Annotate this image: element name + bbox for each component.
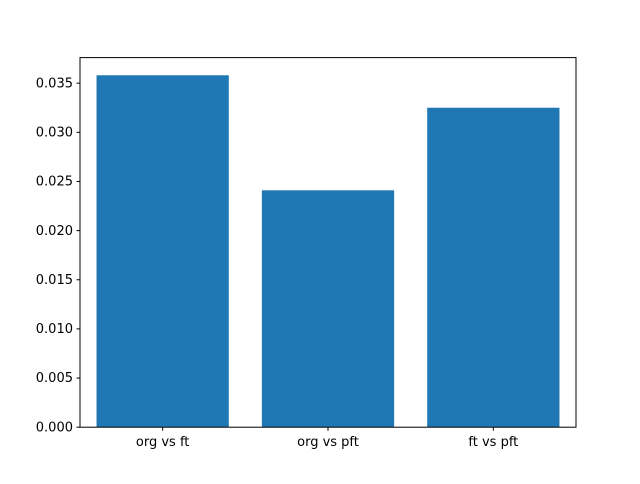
y-tick-label: 0.035 — [36, 76, 73, 91]
y-tick-label: 0.005 — [36, 371, 73, 386]
y-tick-label: 0.010 — [36, 322, 73, 337]
y-tick-label: 0.030 — [36, 125, 73, 140]
bar-org-vs-pft — [261, 190, 395, 428]
axes-frame — [79, 57, 577, 428]
y-tick-label: 0.000 — [36, 420, 73, 435]
y-tick-label: 0.025 — [36, 175, 73, 190]
bar-ft-vs-pft — [427, 107, 560, 428]
x-tick-label: ft vs pft — [468, 435, 518, 450]
x-tick-label: org vs ft — [136, 435, 190, 450]
x-tick-label: org vs pft — [297, 435, 359, 450]
y-tick-label: 0.015 — [36, 273, 73, 288]
y-tick-label: 0.020 — [36, 224, 73, 239]
bar-org-vs-ft — [96, 75, 229, 428]
